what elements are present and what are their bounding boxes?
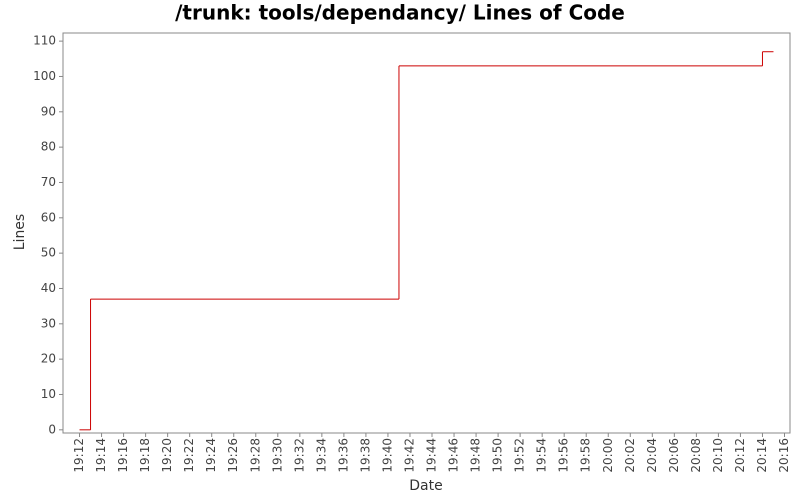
x-tick-label: 20:06 xyxy=(667,438,681,473)
x-tick-label: 20:12 xyxy=(733,438,747,473)
y-tick-label: 40 xyxy=(41,281,56,295)
x-tick-label: 19:34 xyxy=(314,438,328,473)
x-tick-label: 19:38 xyxy=(358,438,372,473)
x-tick-label: 19:54 xyxy=(535,438,549,473)
x-tick-label: 20:08 xyxy=(689,438,703,473)
x-tick-label: 19:56 xyxy=(557,438,571,473)
x-tick-label: 19:20 xyxy=(160,438,174,473)
x-tick-label: 19:28 xyxy=(248,438,262,473)
y-tick-label: 60 xyxy=(41,210,56,224)
x-tick-label: 19:50 xyxy=(491,438,505,473)
x-tick-label: 19:22 xyxy=(182,438,196,473)
x-tick-label: 19:18 xyxy=(138,438,152,473)
y-axis-label: Lines xyxy=(12,214,28,250)
x-tick-label: 19:42 xyxy=(402,438,416,473)
x-tick-label: 19:48 xyxy=(469,438,483,473)
x-tick-label: 19:44 xyxy=(425,438,439,473)
x-tick-label: 20:10 xyxy=(711,438,725,473)
x-tick-label: 19:24 xyxy=(204,438,218,473)
x-tick-label: 20:00 xyxy=(601,438,615,473)
x-tick-label: 19:14 xyxy=(94,438,108,473)
x-tick-label: 19:46 xyxy=(447,438,461,473)
y-tick-label: 20 xyxy=(41,352,56,366)
y-tick-label: 110 xyxy=(33,34,56,48)
x-tick-label: 19:52 xyxy=(513,438,527,473)
x-tick-label: 19:40 xyxy=(380,438,394,473)
x-tick-label: 19:32 xyxy=(292,438,306,473)
x-tick-label: 19:26 xyxy=(226,438,240,473)
x-axis-label: Date xyxy=(409,478,442,494)
x-tick-label: 20:04 xyxy=(645,438,659,473)
x-tick-label: 20:02 xyxy=(623,438,637,473)
y-tick-label: 50 xyxy=(41,246,56,260)
x-tick-label: 19:36 xyxy=(336,438,350,473)
y-tick-label: 70 xyxy=(41,175,56,189)
y-tick-label: 90 xyxy=(41,104,56,118)
y-tick-label: 80 xyxy=(41,140,56,154)
x-tick-label: 19:12 xyxy=(72,438,86,473)
x-tick-label: 19:16 xyxy=(116,438,130,473)
x-tick-label: 19:58 xyxy=(579,438,593,473)
chart-title: /trunk: tools/dependancy/ Lines of Code xyxy=(175,1,625,25)
y-tick-label: 0 xyxy=(48,422,56,436)
x-tick-label: 20:14 xyxy=(755,438,769,473)
x-tick-label: 19:30 xyxy=(270,438,284,473)
x-tick-label: 20:16 xyxy=(777,438,791,473)
y-tick-label: 10 xyxy=(41,387,56,401)
y-tick-label: 30 xyxy=(41,316,56,330)
y-tick-label: 100 xyxy=(33,69,56,83)
plot-area xyxy=(62,32,791,434)
